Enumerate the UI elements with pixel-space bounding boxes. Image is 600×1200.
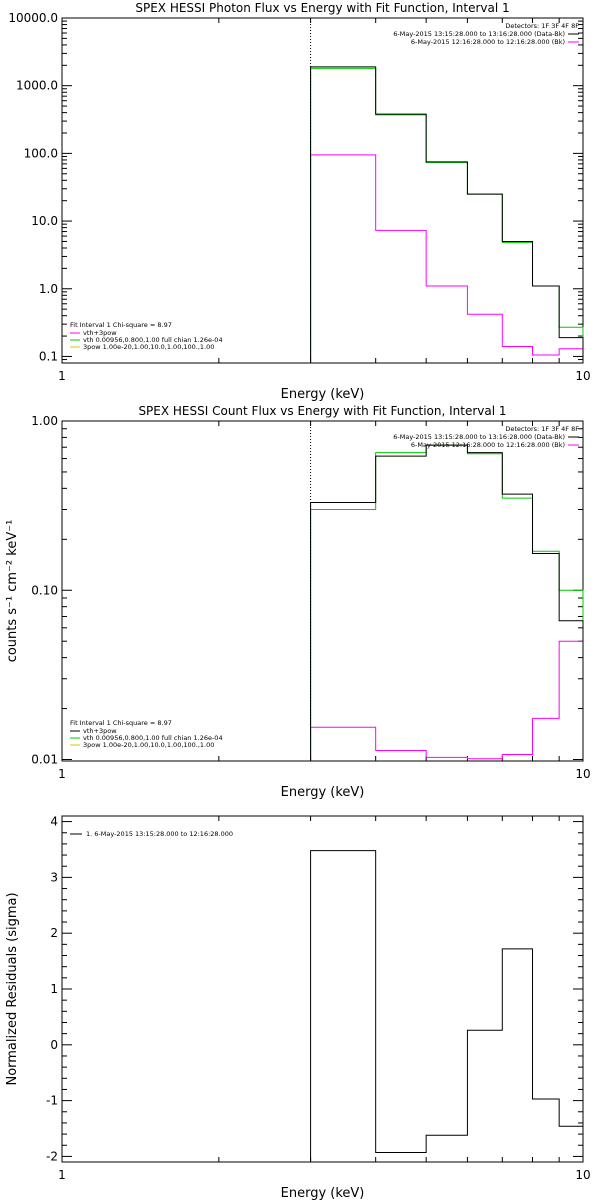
x-tick-label: 10 [575, 369, 590, 383]
y-tick-label: 2 [50, 926, 58, 940]
series-fit [310, 444, 584, 761]
x-axis-label: Energy (keV) [281, 1186, 365, 1200]
y-tick-label: -1 [46, 1094, 58, 1108]
legend-fit-info: Fit Interval 1 Chi-square = 8.97 [70, 321, 172, 329]
panel-1: SPEX HESSI Photon Flux vs Energy with Fi… [8, 1, 590, 402]
legend-entry: 6-May-2015 12:16:28.000 to 12:16:28.000 … [411, 441, 565, 449]
y-tick-label: 0 [50, 1038, 58, 1052]
y-tick-label: 10.0 [31, 214, 58, 228]
series-fit [310, 67, 584, 363]
y-tick-label: 1000.0 [16, 79, 58, 93]
y-tick-label: 3 [50, 870, 58, 884]
y-tick-label: 1.0 [39, 282, 58, 296]
legend-entry: 6-May-2015 12:16:28.000 to 12:16:28.000 … [411, 38, 565, 46]
plot-frame [61, 17, 584, 364]
chart-title: SPEX HESSI Count Flux vs Energy with Fit… [138, 404, 506, 418]
plot-frame [61, 420, 584, 762]
series-background [310, 640, 584, 761]
x-axis-label: Energy (keV) [281, 387, 365, 402]
y-tick-label: 0.1 [39, 349, 58, 363]
y-axis-label: Normalized Residuals (sigma) [5, 892, 20, 1085]
legend-entry: vth 0.00956,0.800,1.00 full chian 1.26e-… [83, 734, 223, 742]
x-tick-label: 10 [575, 1168, 590, 1182]
y-tick-label: 100.0 [24, 146, 58, 160]
x-tick-label: 1 [58, 767, 66, 781]
x-tick-label: 1 [58, 369, 66, 383]
chart-title: SPEX HESSI Photon Flux vs Energy with Fi… [135, 1, 509, 15]
y-tick-label: 4 [50, 815, 58, 829]
y-tick-label: 1.00 [31, 414, 58, 428]
y-tick-label: -2 [46, 1149, 58, 1163]
y-axis-label: counts s⁻¹ cm⁻² keV⁻¹ [5, 520, 20, 663]
legend-detectors: Detectors: 1F 3F 4F 8F [505, 22, 579, 30]
y-tick-label: 10000.0 [8, 11, 58, 25]
y-tick-label: 1 [50, 982, 58, 996]
x-axis-label: Energy (keV) [281, 785, 365, 800]
legend-detectors: Detectors: 1F 3F 4F 8F [505, 425, 579, 433]
legend-entry: vth+3pow [83, 329, 117, 337]
series-data [310, 66, 584, 363]
legend-entry: 3pow 1.00e-20,1.00,10.0,1.00,100.,1.00 [83, 343, 214, 351]
legend-entry: vth 0.00956,0.800,1.00 full chian 1.26e-… [83, 336, 223, 344]
y-tick-label: 0.01 [31, 753, 58, 767]
series-residuals [310, 850, 584, 1162]
x-tick-label: 1 [58, 1168, 66, 1182]
legend-entry: 6-May-2015 13:15:28.000 to 13:16:28.000 … [393, 30, 565, 38]
y-tick-label: 0.10 [31, 583, 58, 597]
panel-3: 1 10 -2 -1 0 1 2 3 4 Energy (keV) Normalized Resid… [5, 815, 591, 1200]
series-background [310, 154, 584, 363]
legend-entry: vth+3pow [83, 727, 117, 735]
legend-entry: 1. 6-May-2015 13:15:28.000 to 12:16:28.0… [86, 830, 233, 838]
legend-entry: 3pow 1.00e-20,1.00,10.0,1.00,100.,1.00 [83, 741, 214, 749]
legend-fit-info: Fit Interval 1 Chi-square = 8.97 [70, 719, 172, 727]
panel-2: SPEX HESSI Count Flux vs Energy with Fit… [5, 404, 591, 800]
legend-entry: 6-May-2015 13:15:28.000 to 13:16:28.000 … [393, 433, 565, 441]
plot-frame [61, 815, 584, 1163]
series-data [310, 444, 584, 761]
x-tick-label: 10 [575, 767, 590, 781]
